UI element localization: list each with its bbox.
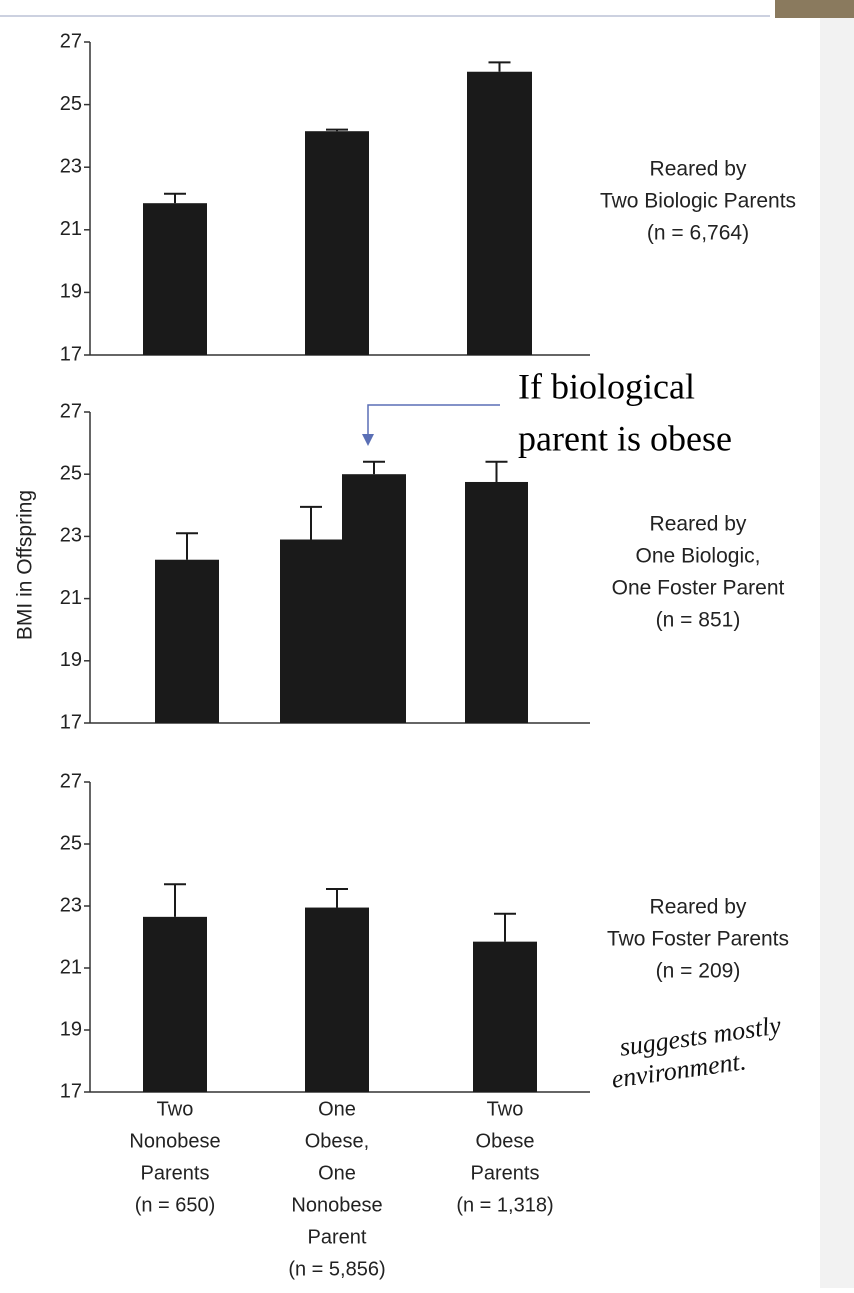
panel-annotation: Reared by	[650, 513, 747, 536]
bar	[143, 916, 207, 1092]
y-tick-label: 23	[60, 525, 82, 547]
x-tick-label: Obese	[476, 1130, 535, 1152]
y-tick-label: 17	[60, 343, 82, 365]
y-tick-label: 23	[60, 894, 82, 916]
callout-line: If biological	[518, 366, 695, 406]
bar	[342, 474, 406, 723]
photo-fragment	[775, 0, 854, 18]
x-tick-label: Parents	[471, 1162, 540, 1184]
panel-annotation: (n = 851)	[656, 609, 741, 632]
x-tick-label: Two	[157, 1098, 194, 1120]
y-tick-label: 23	[60, 155, 82, 177]
x-tick-label: (n = 1,318)	[456, 1194, 553, 1216]
bar	[305, 907, 369, 1092]
panel-annotation: Two Biologic Parents	[600, 190, 796, 213]
x-tick-label: Two	[487, 1098, 524, 1120]
y-tick-label: 21	[60, 587, 82, 609]
y-tick-label: 27	[60, 400, 82, 422]
y-axis-label: BMI in Offspring	[14, 490, 37, 640]
x-tick-label: Parent	[308, 1226, 367, 1248]
panel-annotation: One Foster Parent	[612, 577, 785, 600]
x-tick-label: One	[318, 1098, 356, 1120]
bar	[143, 203, 207, 355]
bar	[280, 539, 342, 723]
callout-line: parent is obese	[518, 418, 732, 458]
y-tick-label: 17	[60, 711, 82, 733]
y-tick-label: 21	[60, 956, 82, 978]
callout-arrowhead	[362, 434, 374, 446]
callout-arrow	[367, 404, 500, 440]
y-tick-label: 19	[60, 281, 82, 303]
panel-annotation: (n = 6,764)	[647, 222, 749, 245]
panel-annotation: Two Foster Parents	[607, 928, 789, 951]
bar	[467, 71, 532, 356]
panel-annotation: (n = 209)	[656, 960, 741, 983]
bar	[305, 131, 369, 355]
x-tick-label: One	[318, 1162, 356, 1184]
y-tick-label: 21	[60, 218, 82, 240]
bar	[155, 559, 219, 723]
y-tick-label: 25	[60, 93, 82, 115]
y-tick-label: 25	[60, 462, 82, 484]
bar	[465, 481, 528, 723]
y-tick-label: 27	[60, 770, 82, 792]
x-tick-label: Parents	[141, 1162, 210, 1184]
panel-annotation: Reared by	[650, 158, 747, 181]
y-tick-label: 19	[60, 1018, 82, 1040]
y-tick-label: 25	[60, 832, 82, 854]
panel-annotation: Reared by	[650, 896, 747, 919]
x-tick-label: Obese,	[305, 1130, 369, 1152]
x-tick-label: (n = 5,856)	[288, 1258, 385, 1280]
y-tick-label: 17	[60, 1080, 82, 1102]
y-tick-label: 19	[60, 649, 82, 671]
x-tick-label: Nonobese	[291, 1194, 382, 1216]
bar	[473, 941, 537, 1092]
side-strip	[820, 18, 854, 1288]
x-tick-label: (n = 650)	[135, 1194, 216, 1216]
y-tick-label: 27	[60, 30, 82, 52]
panel-annotation: One Biologic,	[636, 545, 761, 568]
x-tick-label: Nonobese	[129, 1130, 220, 1152]
